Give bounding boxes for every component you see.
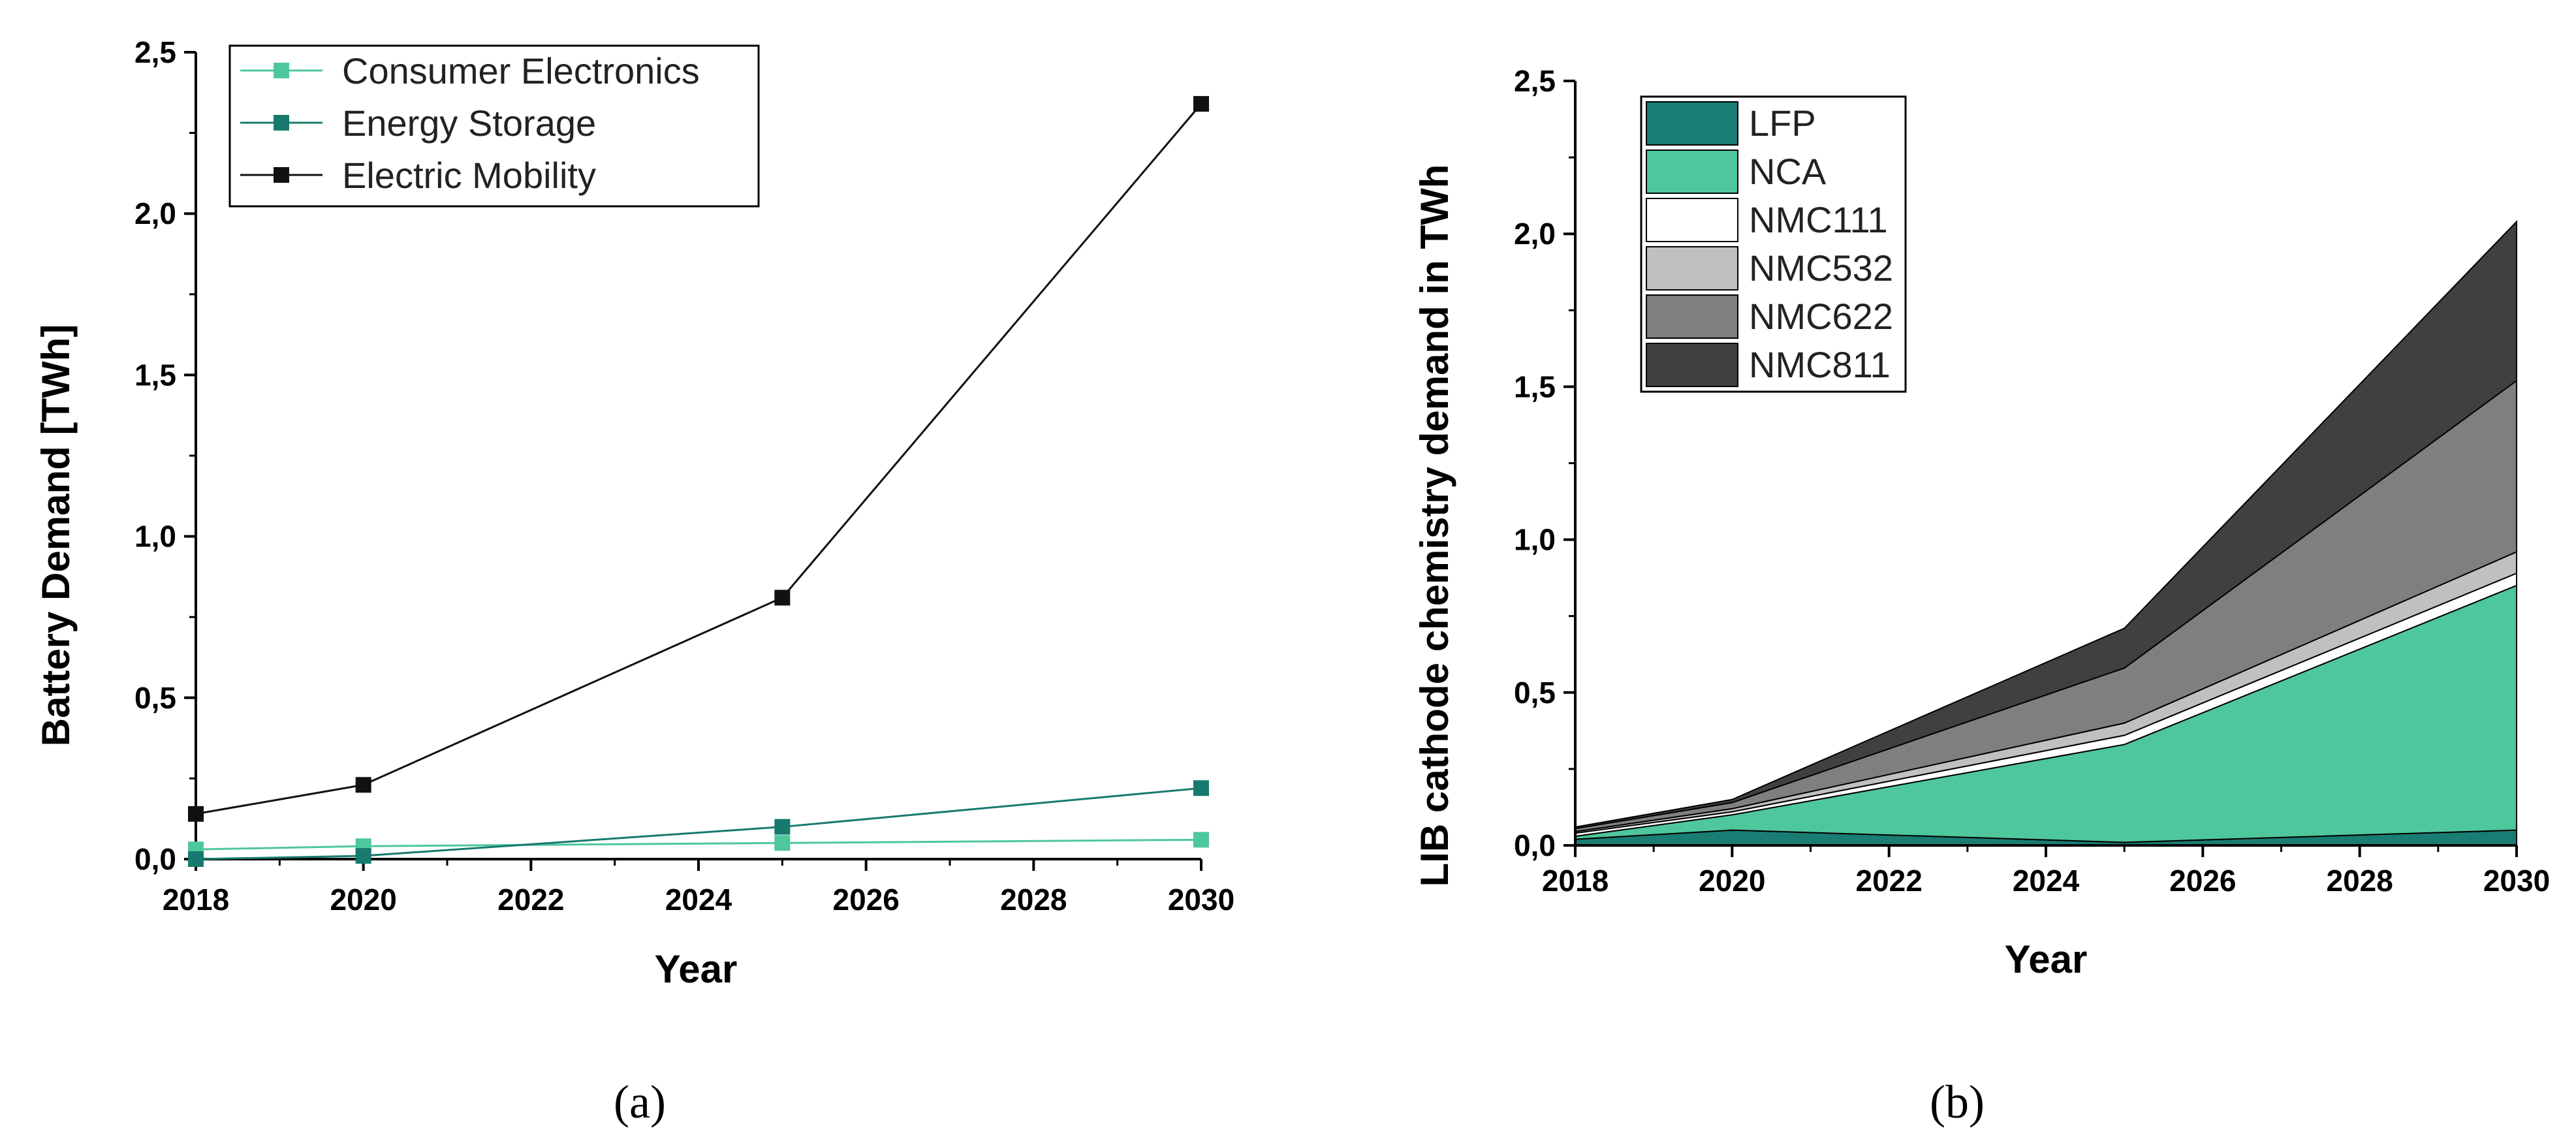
chart-a-ticks: 0,0 0,5 1,0 1,5 2,0 2,5 2018 2020 2022 2024 2026 20… <box>134 35 1234 917</box>
legend-swatch-nmc811 <box>1646 343 1738 387</box>
chart-a-ytick-label: 1,5 <box>134 358 176 392</box>
chart-a-legend: Consumer Electronics Energy Storage Electr… <box>228 44 760 208</box>
legend-label-lfp: LFP <box>1749 102 1816 144</box>
chart-a-ytick-label: 0,0 <box>134 842 176 876</box>
data-point-electric-mobility <box>774 589 791 606</box>
chart-a-xtick-label: 2026 <box>832 883 899 917</box>
chart-b: 0,0 0,5 1,0 1,5 2,0 2,5 2018 2020 2022 2024 2026 20… <box>1413 64 2550 1128</box>
data-point-consumer-electronics <box>1193 832 1209 848</box>
chart-b-caption: (b) <box>1930 1076 1985 1128</box>
chart-b-ylabel: LIB cathode chemistry demand in TWh <box>1413 165 1456 887</box>
chart-b-xtick-label: 2024 <box>2013 864 2080 898</box>
chart-b-xtick-label: 2018 <box>1542 864 1609 898</box>
legend-swatch-nmc111 <box>1646 198 1738 242</box>
chart-a-ylabel: Battery Demand [TWh] <box>34 324 78 747</box>
chart-b-xtick-label: 2022 <box>1855 864 1922 898</box>
chart-b-ytick-label: 0,0 <box>1514 828 1556 862</box>
chart-b-ytick-label: 0,5 <box>1514 676 1556 710</box>
chart-b-ticks: 0,0 0,5 1,0 1,5 2,0 2,5 2018 2020 2022 2024 2026 20… <box>1514 64 2550 898</box>
data-point-consumer-electronics <box>774 835 791 851</box>
chart-b-ytick-label: 2,0 <box>1514 217 1556 251</box>
chart-a-xtick-label: 2028 <box>1000 883 1067 917</box>
legend-label-nmc111: NMC111 <box>1749 199 1888 240</box>
legend-label-electric-mobility: Electric Mobility <box>342 155 596 196</box>
chart-b-xtick-label: 2020 <box>1699 864 1765 898</box>
chart-b-ytick-label: 1,0 <box>1514 523 1556 557</box>
chart-a-series <box>188 96 1209 867</box>
chart-b-xtick-label: 2026 <box>2169 864 2236 898</box>
legend-marker-energy-storage <box>274 115 289 131</box>
legend-swatch-nca <box>1646 149 1738 194</box>
legend-box <box>1640 95 1907 393</box>
chart-a-xtick-label: 2024 <box>665 883 732 917</box>
legend-swatch-nmc532 <box>1646 246 1738 291</box>
chart-b-frame <box>1563 80 2518 857</box>
data-point-electric-mobility <box>1193 96 1209 112</box>
chart-a-caption: (a) <box>614 1076 666 1128</box>
data-point-electric-mobility <box>188 806 204 822</box>
series-line-electric-mobility <box>195 103 1202 815</box>
data-point-energy-storage <box>1193 780 1209 796</box>
data-point-energy-storage <box>355 848 371 864</box>
legend-swatch-lfp <box>1646 101 1738 146</box>
legend-box <box>228 44 760 208</box>
legend-label-consumer-electronics: Consumer Electronics <box>342 50 700 91</box>
chart-a-ytick-label: 2,5 <box>134 35 176 69</box>
chart-a: 0,0 0,5 1,0 1,5 2,0 2,5 2018 2020 2022 2024 2026 20… <box>34 35 1234 1128</box>
legend-label-nmc532: NMC532 <box>1749 247 1893 289</box>
data-point-energy-storage <box>188 851 204 867</box>
chart-a-xtick-label: 2018 <box>163 883 229 917</box>
data-point-energy-storage <box>774 819 791 835</box>
chart-b-legend: LFP NCA NMC111 NMC532 NMC622 NMC811 <box>1640 95 1907 393</box>
chart-b-ytick-label: 1,5 <box>1514 369 1556 403</box>
chart-b-xtick-label: 2030 <box>2483 864 2550 898</box>
chart-a-xtick-label: 2030 <box>1168 883 1234 917</box>
chart-a-xtick-label: 2022 <box>497 883 564 917</box>
chart-b-xlabel: Year <box>2005 937 2088 981</box>
chart-a-xlabel: Year <box>655 947 738 991</box>
chart-a-ytick-label: 1,0 <box>134 520 176 554</box>
chart-b-xtick-label: 2028 <box>2326 864 2393 898</box>
legend-marker-electric-mobility <box>274 167 289 183</box>
chart-b-ytick-label: 2,5 <box>1514 64 1556 98</box>
legend-label-nmc811: NMC811 <box>1749 344 1891 385</box>
chart-a-ytick-label: 2,0 <box>134 196 176 230</box>
legend-label-nmc622: NMC622 <box>1749 296 1893 337</box>
legend-label-energy-storage: Energy Storage <box>342 102 596 144</box>
legend-swatch-nmc622 <box>1646 294 1738 339</box>
series-line-consumer-electronics <box>195 838 1202 851</box>
legend-marker-consumer-electronics <box>274 63 289 78</box>
series-line-energy-storage <box>195 787 1202 860</box>
chart-a-xtick-label: 2020 <box>330 883 396 917</box>
chart-a-ytick-label: 0,5 <box>134 681 176 715</box>
legend-label-nca: NCA <box>1749 151 1827 192</box>
data-point-electric-mobility <box>355 777 371 793</box>
area-nmc811 <box>1575 219 2517 830</box>
chart-b-areas <box>1575 219 2517 846</box>
